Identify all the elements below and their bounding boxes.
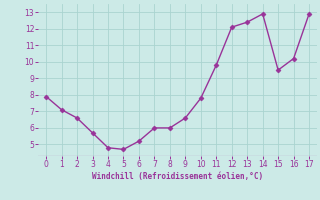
X-axis label: Windchill (Refroidissement éolien,°C): Windchill (Refroidissement éolien,°C) (92, 172, 263, 181)
